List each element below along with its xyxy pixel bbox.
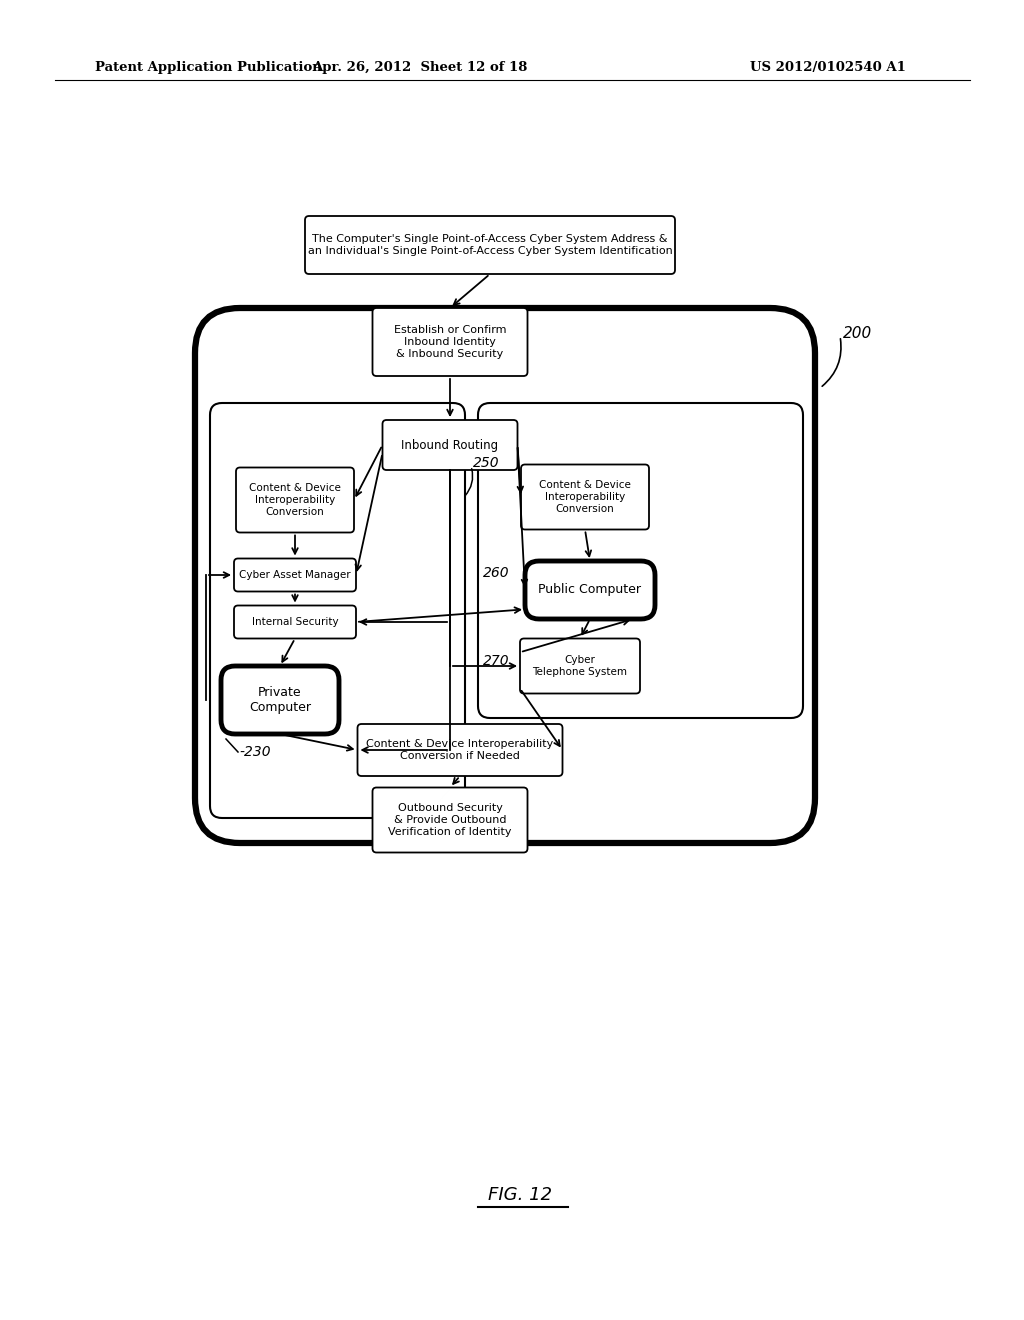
Text: 200: 200 xyxy=(843,326,872,341)
Text: The Computer's Single Point-of-Access Cyber System Address &
an Individual's Sin: The Computer's Single Point-of-Access Cy… xyxy=(307,234,673,256)
FancyBboxPatch shape xyxy=(521,465,649,529)
FancyBboxPatch shape xyxy=(210,403,465,818)
FancyBboxPatch shape xyxy=(357,723,562,776)
FancyBboxPatch shape xyxy=(383,420,517,470)
Text: US 2012/0102540 A1: US 2012/0102540 A1 xyxy=(750,62,906,74)
FancyBboxPatch shape xyxy=(195,308,815,843)
FancyBboxPatch shape xyxy=(373,308,527,376)
Text: -230: -230 xyxy=(239,744,270,759)
Text: Outbound Security
& Provide Outbound
Verification of Identity: Outbound Security & Provide Outbound Ver… xyxy=(388,804,512,837)
Text: Establish or Confirm
Inbound Identity
& Inbound Security: Establish or Confirm Inbound Identity & … xyxy=(394,326,506,359)
FancyBboxPatch shape xyxy=(236,467,354,532)
Text: Content & Device Interoperability
Conversion if Needed: Content & Device Interoperability Conver… xyxy=(367,739,554,760)
Text: Content & Device
Interoperability
Conversion: Content & Device Interoperability Conver… xyxy=(539,480,631,513)
Text: Inbound Routing: Inbound Routing xyxy=(401,438,499,451)
FancyBboxPatch shape xyxy=(525,561,655,619)
Text: 250: 250 xyxy=(473,455,500,470)
FancyBboxPatch shape xyxy=(520,639,640,693)
FancyBboxPatch shape xyxy=(478,403,803,718)
Text: Public Computer: Public Computer xyxy=(539,583,641,597)
Text: 270: 270 xyxy=(483,653,510,668)
FancyBboxPatch shape xyxy=(305,216,675,275)
Text: Content & Device
Interoperability
Conversion: Content & Device Interoperability Conver… xyxy=(249,483,341,516)
FancyBboxPatch shape xyxy=(221,667,339,734)
Text: Internal Security: Internal Security xyxy=(252,616,338,627)
FancyBboxPatch shape xyxy=(373,788,527,853)
FancyBboxPatch shape xyxy=(234,606,356,639)
Text: Apr. 26, 2012  Sheet 12 of 18: Apr. 26, 2012 Sheet 12 of 18 xyxy=(312,62,527,74)
Text: Private
Computer: Private Computer xyxy=(249,686,311,714)
Text: 260: 260 xyxy=(483,566,510,579)
Text: Patent Application Publication: Patent Application Publication xyxy=(95,62,322,74)
Text: Cyber
Telephone System: Cyber Telephone System xyxy=(532,655,628,677)
FancyBboxPatch shape xyxy=(234,558,356,591)
Text: Cyber Asset Manager: Cyber Asset Manager xyxy=(240,570,351,579)
Text: FIG. 12: FIG. 12 xyxy=(488,1185,552,1204)
